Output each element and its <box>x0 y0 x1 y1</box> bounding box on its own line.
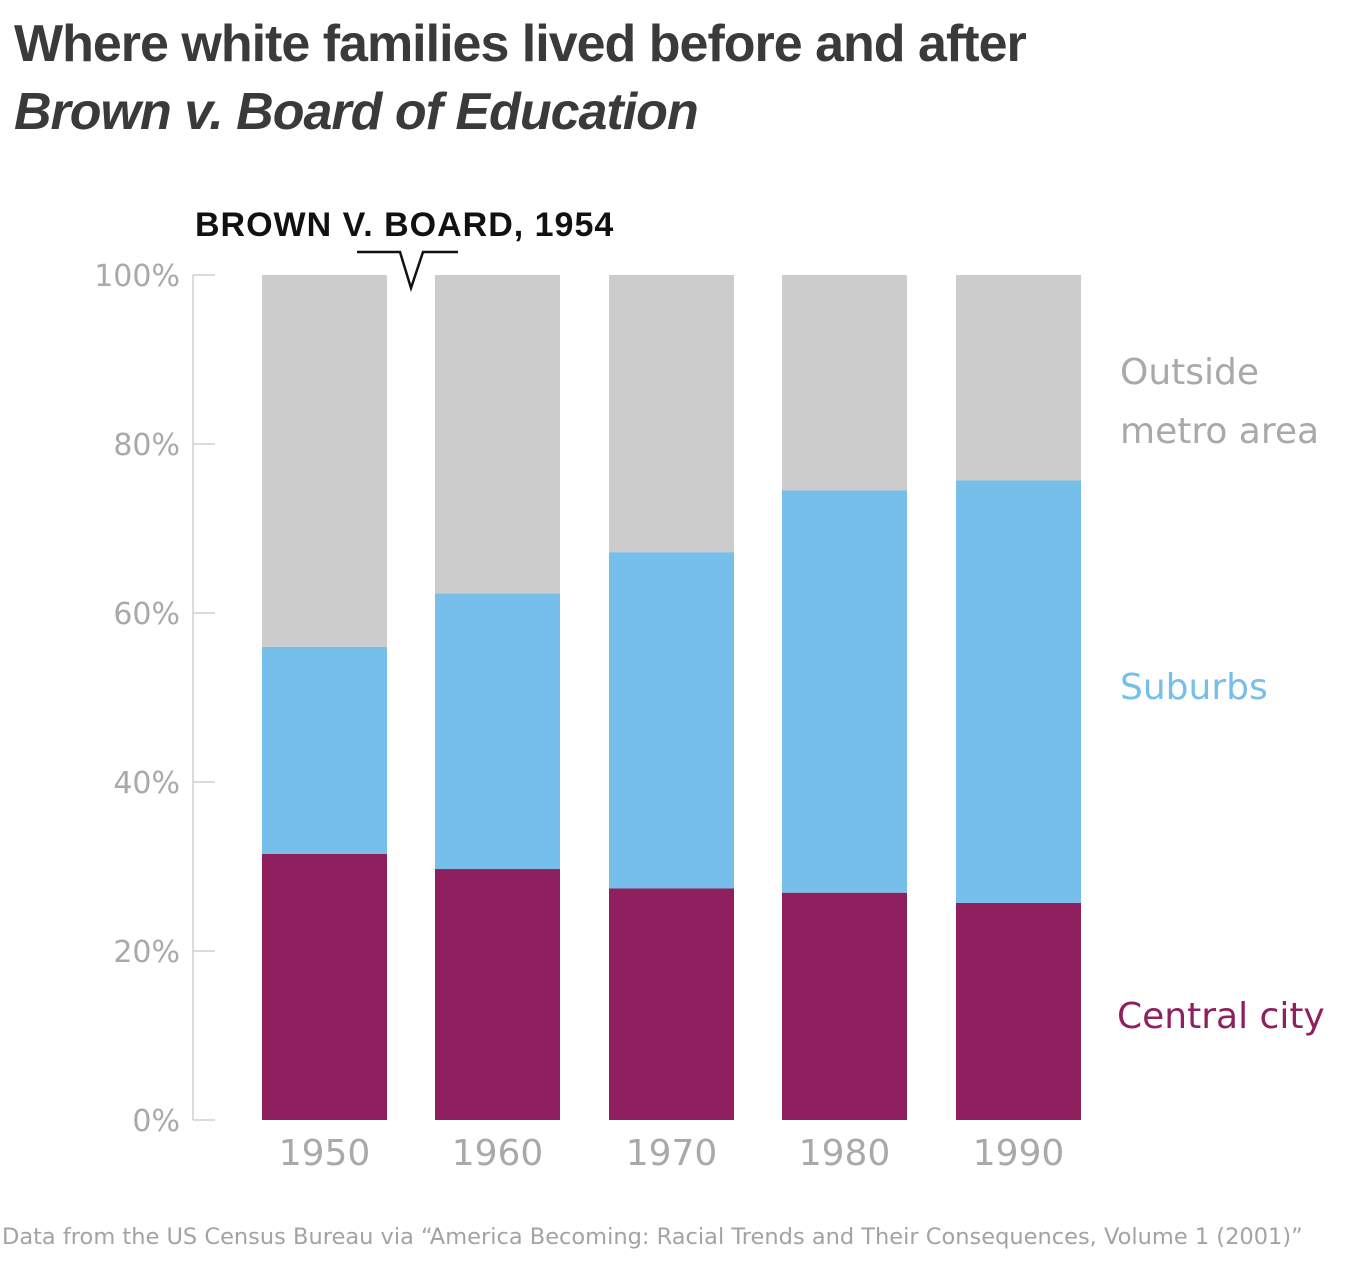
source-note: Data from the US Census Bureau via “Amer… <box>2 1224 1303 1250</box>
chart-title: Where white families lived before and af… <box>14 10 1354 146</box>
title-line-2: Brown v. Board of Education <box>14 83 699 141</box>
bar-segment-central-city-1980 <box>782 892 907 1120</box>
title-line-1: Where white families lived before and af… <box>14 15 1027 73</box>
y-tick-label: 40% <box>113 766 180 801</box>
annotation-marker <box>357 250 458 293</box>
bar-segment-suburbs-1960 <box>435 593 560 870</box>
x-tick-label: 1980 <box>799 1133 891 1174</box>
legend: Outside metro area Suburbs Central city <box>1117 352 1325 1037</box>
bar-segment-suburbs-1980 <box>782 490 907 893</box>
y-tick-label: 60% <box>113 597 180 632</box>
annotation-label: BROWN V. BOARD, 1954 <box>195 206 614 244</box>
bar-segment-central-city-1990 <box>956 902 1081 1120</box>
bar-segment-suburbs-1970 <box>609 552 734 889</box>
y-axis: 0% 20% 40% 60% 80% 100% <box>94 259 215 1139</box>
legend-outside-line-2: metro area <box>1120 411 1319 452</box>
x-tick-label: 1990 <box>973 1133 1065 1174</box>
bar-segment-outside-metro-1970 <box>609 275 734 553</box>
x-axis-labels: 1950 1960 1970 1980 1990 <box>279 1133 1065 1174</box>
bar-segment-outside-metro-1960 <box>435 275 560 594</box>
bars <box>262 275 1081 1120</box>
annotation: BROWN V. BOARD, 1954 <box>195 206 614 293</box>
x-tick-label: 1960 <box>452 1133 544 1174</box>
stacked-bar-chart: 0%20%40%60%80%100% 1950 1960 1970 1980 1990 … <box>94 206 1325 1174</box>
y-tick-label: 0% <box>132 1104 180 1139</box>
legend-outside-line-1: Outside <box>1120 352 1259 393</box>
legend-central-city: Central city <box>1117 996 1325 1037</box>
legend-suburbs: Suburbs <box>1120 667 1268 708</box>
bar-segment-central-city-1960 <box>435 869 560 1120</box>
y-tick-label: 20% <box>113 935 180 970</box>
bar-segment-central-city-1950 <box>262 853 387 1120</box>
x-tick-label: 1950 <box>279 1133 371 1174</box>
bar-segment-suburbs-1950 <box>262 646 387 854</box>
y-tick-label: 80% <box>113 428 180 463</box>
bar-segment-outside-metro-1980 <box>782 275 907 491</box>
x-tick-label: 1970 <box>626 1133 718 1174</box>
bar-segment-outside-metro-1950 <box>262 275 387 647</box>
bar-segment-central-city-1970 <box>609 888 734 1120</box>
bar-segment-outside-metro-1990 <box>956 275 1081 481</box>
y-tick-label: 100% <box>94 259 180 294</box>
bar-segment-suburbs-1990 <box>956 480 1081 903</box>
